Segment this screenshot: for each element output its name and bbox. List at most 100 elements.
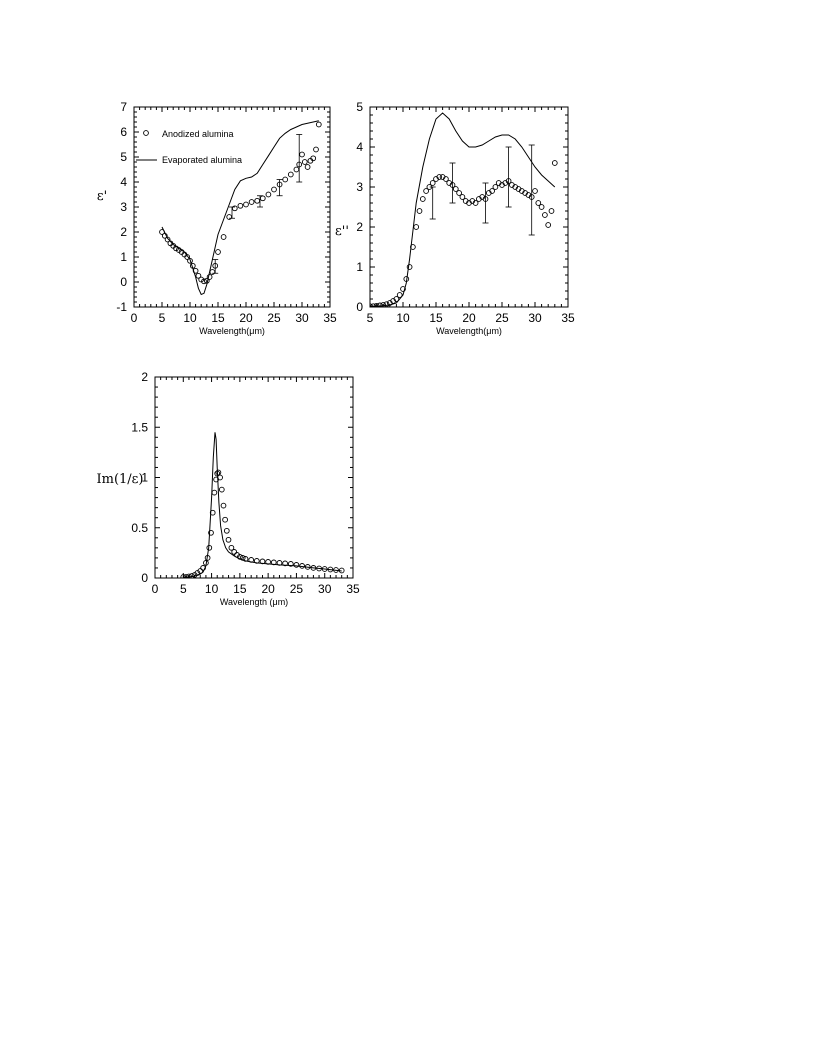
- data-point-anodized: [206, 274, 213, 280]
- x-tick-label: 25: [267, 311, 281, 325]
- x-tick-label: 5: [367, 311, 374, 325]
- x-tick-label: 20: [261, 582, 275, 596]
- data-point-anodized: [188, 573, 195, 578]
- data-point-anodized: [489, 188, 495, 194]
- data-point-anodized: [203, 277, 210, 284]
- y-tick-label: 1.5: [131, 420, 148, 434]
- data-point-anodized: [459, 194, 466, 200]
- data-point-anodized: [192, 267, 199, 274]
- data-point-anodized: [370, 303, 373, 307]
- y-axis-label: Im(1/ε): [97, 472, 144, 487]
- y-axis-label: ε': [97, 189, 107, 204]
- data-point-anodized: [436, 174, 443, 180]
- data-point-anodized: [209, 269, 216, 275]
- data-point-anodized: [538, 204, 545, 210]
- y-tick-label: 5: [356, 100, 363, 114]
- data-point-anodized: [542, 212, 548, 218]
- data-point-anodized: [231, 549, 238, 555]
- y-axis-label: ε'': [335, 224, 349, 239]
- data-point-anodized: [287, 561, 294, 567]
- y-tick-label: 7: [120, 100, 127, 114]
- data-point-anodized: [380, 302, 387, 307]
- x-tick-label: 15: [233, 582, 247, 596]
- data-point-anodized: [243, 201, 249, 208]
- plot-area: [370, 112, 558, 307]
- data-point-anodized: [545, 222, 552, 228]
- data-point-anodized: [423, 188, 429, 194]
- data-point-anodized: [164, 236, 171, 243]
- data-point-anodized: [443, 176, 449, 182]
- data-point-anodized: [301, 159, 308, 165]
- data-point-anodized: [429, 180, 436, 186]
- x-tick-label: 5: [159, 311, 166, 325]
- data-point-anodized: [492, 184, 499, 190]
- x-tick-label: 20: [462, 311, 476, 325]
- x-tick-label: 10: [205, 582, 219, 596]
- data-point-anodized: [377, 302, 383, 307]
- data-point-anodized: [228, 544, 235, 551]
- x-tick-label: 25: [290, 582, 304, 596]
- data-point-anodized: [403, 276, 410, 282]
- data-point-anodized: [217, 474, 223, 481]
- data-point-anodized: [200, 565, 206, 571]
- data-point-anodized: [197, 568, 204, 574]
- data-point-anodized: [532, 188, 538, 194]
- plot-frame: [154, 376, 354, 579]
- data-point-anodized: [208, 529, 214, 536]
- data-point-anodized: [186, 573, 192, 578]
- data-point-anodized: [338, 567, 345, 574]
- data-point-anodized: [214, 470, 221, 477]
- data-point-anodized: [410, 244, 416, 250]
- plot-area: [180, 432, 345, 578]
- data-point-anodized: [321, 566, 328, 572]
- y-tick-label: 3: [120, 200, 127, 214]
- x-axis-label: Wavelength(μm): [199, 326, 265, 336]
- data-point-anodized: [419, 196, 426, 202]
- data-point-anodized: [548, 208, 555, 214]
- data-point-anodized: [231, 205, 238, 212]
- data-point-anodized: [180, 574, 187, 578]
- data-point-anodized: [242, 556, 249, 562]
- data-point-anodized: [159, 229, 165, 235]
- legend-label-anodized: Anodized alumina: [162, 129, 234, 139]
- data-point-anodized: [187, 257, 193, 264]
- data-point-anodized: [282, 176, 289, 183]
- data-point-anodized: [370, 303, 377, 307]
- data-point-anodized: [393, 296, 400, 302]
- data-point-anodized: [406, 264, 413, 270]
- y-tick-label: 2: [141, 370, 148, 384]
- data-point-anodized: [206, 544, 213, 551]
- data-point-anodized: [535, 200, 542, 206]
- data-point-anodized: [287, 171, 294, 178]
- data-point-anodized: [456, 190, 462, 196]
- data-point-anodized: [265, 191, 272, 198]
- permittivity-imaginary-chart: 5 10 15 20 25 30 35 0 1 2 3 4 5 Wavelength(μm) ε'': [335, 100, 575, 336]
- y-tick-label: 0.5: [131, 521, 148, 535]
- data-point-anodized: [218, 486, 225, 493]
- y-tick-label: 2: [356, 220, 363, 234]
- data-point-anodized: [293, 562, 300, 568]
- legend-label-evaporated: Evaporated alumina: [162, 155, 242, 165]
- x-tick-label: 20: [239, 311, 253, 325]
- data-point-anodized: [237, 202, 244, 209]
- permittivity-real-chart: 0 5 10 15 20 25 30 35 -1 0 1 2 3 4 5 6 7 Wavelength(μm) ε'…: [97, 100, 337, 336]
- y-tick-label: 5: [120, 150, 127, 164]
- series-line-evaporated: [161, 120, 319, 296]
- data-point-anodized: [333, 567, 339, 573]
- y-tick-label: 4: [356, 140, 363, 154]
- data-point-anodized: [203, 560, 209, 566]
- plot-area: [159, 120, 322, 296]
- data-point-anodized: [265, 559, 271, 565]
- x-tick-label: 10: [183, 311, 197, 325]
- data-point-anodized: [201, 278, 207, 285]
- x-tick-label: 30: [318, 582, 332, 596]
- data-point-anodized: [195, 272, 202, 279]
- data-point-anodized: [299, 151, 305, 158]
- data-point-anodized: [282, 560, 288, 567]
- data-point-anodized: [293, 166, 300, 173]
- data-point-anodized: [198, 276, 205, 283]
- x-tick-label: 25: [495, 311, 509, 325]
- data-point-anodized: [316, 565, 322, 572]
- data-point-anodized: [220, 502, 227, 509]
- y-tick-label: 0: [356, 300, 363, 314]
